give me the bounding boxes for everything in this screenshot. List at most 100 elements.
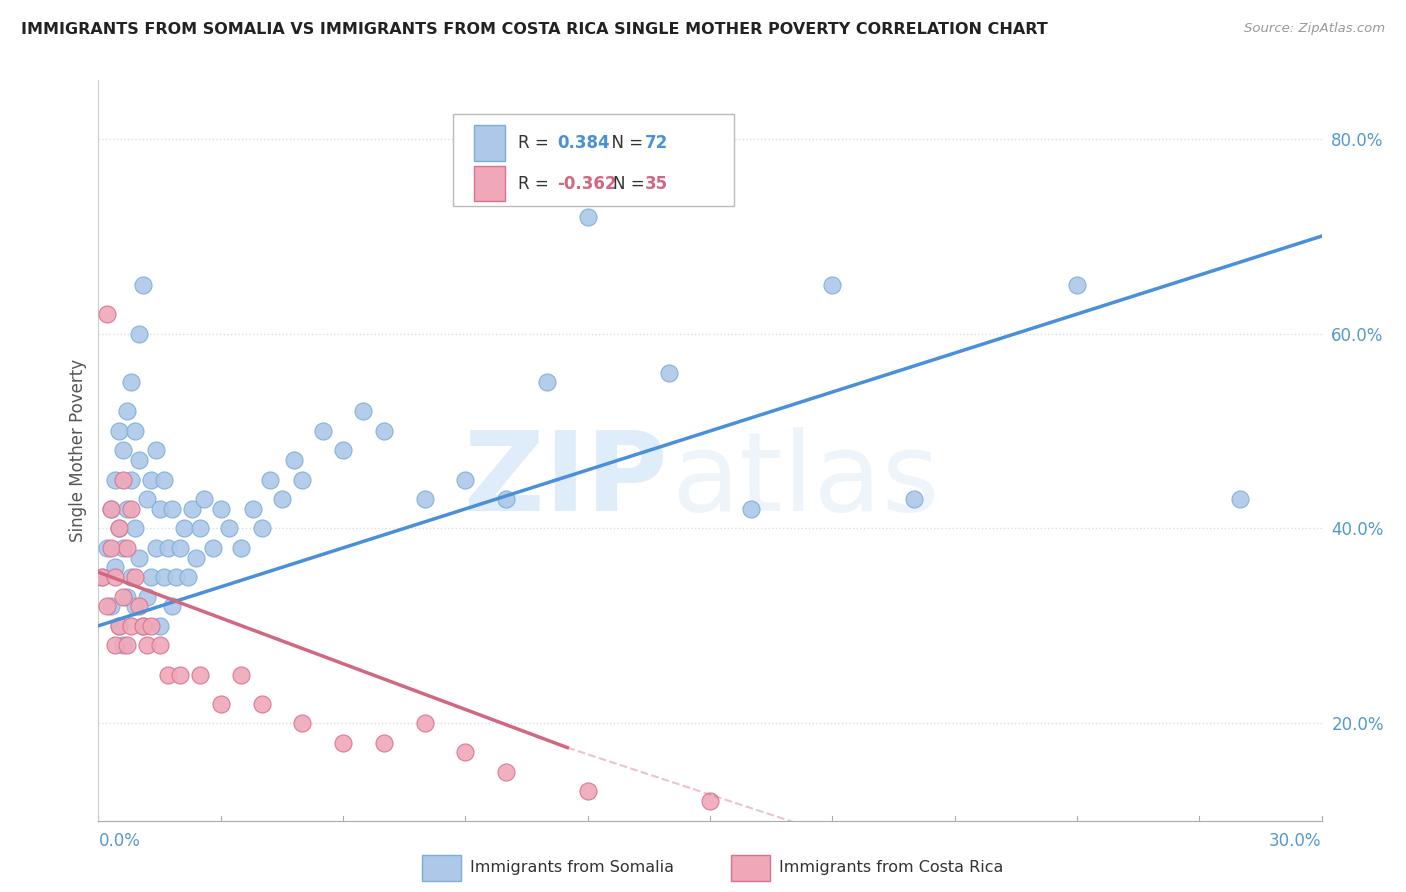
Point [128, 550, 150, 565]
Text: Source: ZipAtlas.com: Source: ZipAtlas.com [1244, 22, 1385, 36]
Point [141, 619, 163, 633]
Point [100, 502, 122, 516]
Text: 35: 35 [645, 175, 668, 193]
Text: N =: N = [602, 134, 648, 152]
Point [108, 521, 131, 535]
Point [373, 736, 395, 750]
Point [115, 590, 138, 604]
Point [128, 453, 150, 467]
Point [181, 502, 204, 516]
Point [160, 502, 183, 516]
Text: 0.384: 0.384 [557, 134, 610, 152]
Point [120, 570, 142, 584]
Point [188, 521, 212, 535]
Point [104, 638, 127, 652]
FancyBboxPatch shape [453, 113, 734, 206]
Point [152, 473, 174, 487]
Point [536, 376, 558, 390]
Point [259, 473, 281, 487]
Point [209, 697, 232, 711]
Point [332, 443, 354, 458]
Point [104, 570, 127, 584]
Point [312, 424, 335, 438]
Point [120, 619, 142, 633]
Point [193, 492, 215, 507]
Point [115, 638, 138, 652]
Point [177, 570, 200, 584]
Point [132, 619, 155, 633]
Point [156, 541, 179, 555]
Point [115, 502, 138, 516]
Point [576, 210, 599, 224]
Text: -0.362: -0.362 [557, 175, 617, 193]
Point [576, 784, 599, 798]
Point [96, 307, 118, 321]
Y-axis label: Single Mother Poverty: Single Mother Poverty [69, 359, 87, 542]
Point [91, 570, 114, 584]
Point [270, 492, 294, 507]
Point [352, 404, 374, 418]
Point [128, 599, 150, 614]
Point [173, 521, 195, 535]
Text: atlas: atlas [671, 426, 939, 533]
Text: N =: N = [613, 175, 650, 193]
Point [413, 492, 436, 507]
FancyBboxPatch shape [474, 166, 505, 202]
Point [291, 716, 314, 731]
Point [903, 492, 925, 507]
Point [96, 541, 118, 555]
Point [149, 502, 172, 516]
Point [96, 599, 118, 614]
Point [1066, 277, 1088, 292]
Text: R =: R = [517, 175, 554, 193]
Point [495, 764, 517, 779]
Point [821, 277, 844, 292]
Point [169, 541, 191, 555]
Point [152, 570, 174, 584]
Point [108, 424, 131, 438]
Text: 30.0%: 30.0% [1270, 832, 1322, 850]
Point [454, 473, 477, 487]
Point [149, 619, 172, 633]
Point [169, 667, 191, 681]
Point [132, 277, 155, 292]
Point [231, 667, 253, 681]
Point [141, 473, 163, 487]
Text: 72: 72 [645, 134, 668, 152]
Point [141, 570, 163, 584]
Point [231, 541, 253, 555]
Point [332, 736, 354, 750]
Point [100, 502, 122, 516]
Point [188, 667, 212, 681]
Point [111, 590, 134, 604]
Point [111, 473, 134, 487]
Point [145, 443, 167, 458]
Point [699, 794, 721, 808]
Point [115, 404, 138, 418]
Point [165, 570, 187, 584]
Point [111, 638, 134, 652]
Point [115, 541, 138, 555]
Point [186, 550, 208, 565]
Point [1229, 492, 1251, 507]
Point [209, 502, 232, 516]
Text: R =: R = [517, 134, 554, 152]
Point [136, 638, 159, 652]
Point [454, 746, 477, 760]
Point [100, 599, 122, 614]
Point [128, 326, 150, 341]
Point [111, 443, 134, 458]
Point [145, 541, 167, 555]
FancyBboxPatch shape [474, 125, 505, 161]
Point [658, 366, 681, 380]
Point [111, 541, 134, 555]
Point [250, 697, 273, 711]
Point [120, 376, 142, 390]
Point [740, 502, 762, 516]
Point [242, 502, 264, 516]
Point [124, 424, 146, 438]
Point [120, 473, 142, 487]
Text: IMMIGRANTS FROM SOMALIA VS IMMIGRANTS FROM COSTA RICA SINGLE MOTHER POVERTY CORR: IMMIGRANTS FROM SOMALIA VS IMMIGRANTS FR… [21, 22, 1047, 37]
Point [149, 638, 172, 652]
Point [136, 492, 159, 507]
